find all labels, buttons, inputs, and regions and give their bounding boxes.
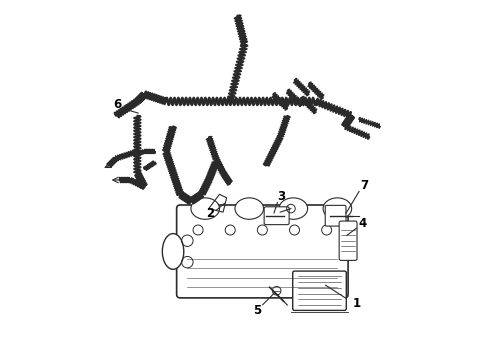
- Text: 6: 6: [113, 99, 122, 112]
- Ellipse shape: [162, 234, 183, 269]
- Ellipse shape: [279, 198, 307, 219]
- FancyBboxPatch shape: [292, 271, 346, 310]
- Ellipse shape: [235, 198, 263, 219]
- Text: 3: 3: [276, 190, 285, 203]
- Text: 2: 2: [206, 207, 214, 220]
- FancyBboxPatch shape: [339, 221, 356, 260]
- Text: 7: 7: [359, 179, 367, 192]
- Text: 4: 4: [358, 217, 366, 230]
- Text: 5: 5: [252, 304, 261, 317]
- Ellipse shape: [323, 198, 351, 219]
- Ellipse shape: [190, 198, 219, 219]
- FancyBboxPatch shape: [325, 205, 345, 226]
- FancyBboxPatch shape: [176, 205, 347, 298]
- Text: 1: 1: [352, 297, 360, 310]
- Circle shape: [272, 287, 281, 295]
- FancyBboxPatch shape: [264, 207, 288, 225]
